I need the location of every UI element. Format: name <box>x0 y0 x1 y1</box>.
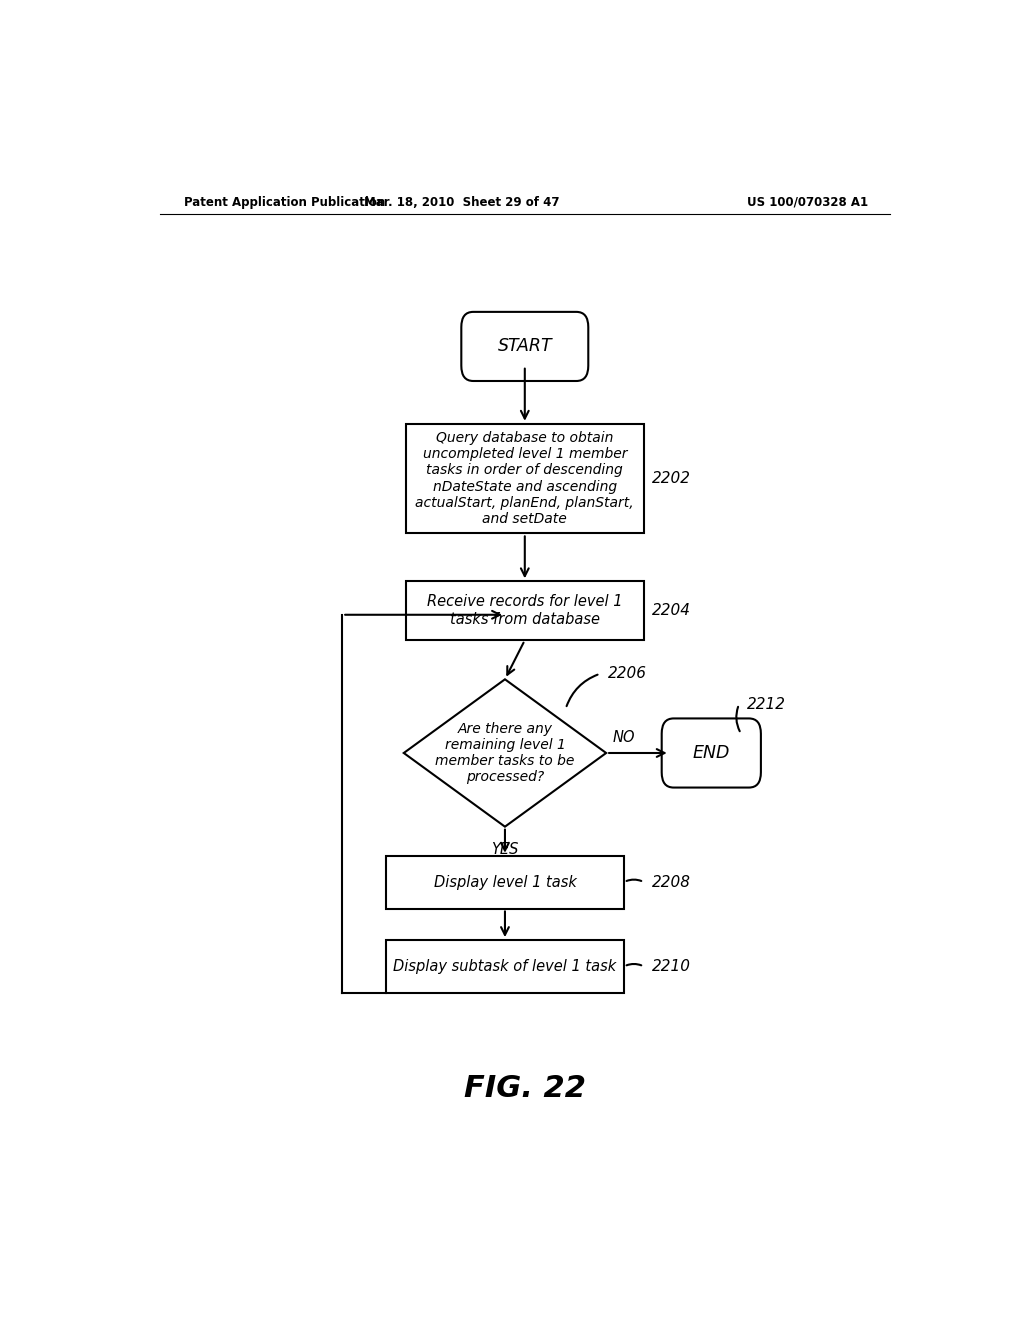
Text: Display subtask of level 1 task: Display subtask of level 1 task <box>393 958 616 974</box>
Polygon shape <box>403 680 606 826</box>
Text: NO: NO <box>612 730 635 744</box>
Text: Query database to obtain
uncompleted level 1 member
tasks in order of descending: Query database to obtain uncompleted lev… <box>416 432 634 527</box>
Bar <box>386 855 624 908</box>
Text: START: START <box>498 338 552 355</box>
Text: US 100/070328 A1: US 100/070328 A1 <box>748 195 868 209</box>
Text: 2208: 2208 <box>652 875 691 890</box>
Text: 2202: 2202 <box>652 471 691 486</box>
Text: Receive records for level 1
tasks from database: Receive records for level 1 tasks from d… <box>427 594 623 627</box>
Text: END: END <box>692 744 730 762</box>
FancyBboxPatch shape <box>461 312 588 381</box>
Text: 2204: 2204 <box>652 603 691 618</box>
Text: 2212: 2212 <box>748 697 786 711</box>
Text: Are there any
remaining level 1
member tasks to be
processed?: Are there any remaining level 1 member t… <box>435 722 574 784</box>
Bar <box>406 424 644 533</box>
Text: Display level 1 task: Display level 1 task <box>433 875 577 890</box>
Text: Patent Application Publication: Patent Application Publication <box>183 195 385 209</box>
Text: Mar. 18, 2010  Sheet 29 of 47: Mar. 18, 2010 Sheet 29 of 47 <box>364 195 559 209</box>
Text: 2210: 2210 <box>652 958 691 974</box>
Text: FIG. 22: FIG. 22 <box>464 1074 586 1104</box>
Text: YES: YES <box>492 842 518 857</box>
Bar <box>406 581 644 640</box>
Bar <box>386 940 624 993</box>
Text: 2206: 2206 <box>608 667 647 681</box>
FancyBboxPatch shape <box>662 718 761 788</box>
